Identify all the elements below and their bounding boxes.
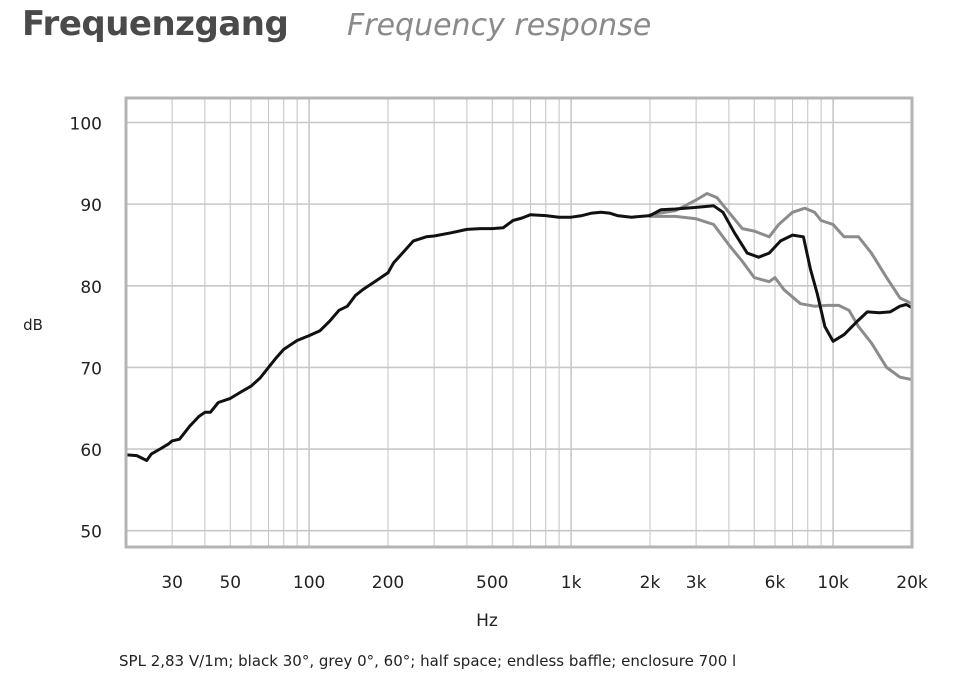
y-tick-labels: 50 60 70 80 90 100: [70, 114, 102, 542]
x-tick-label: 200: [372, 573, 404, 593]
x-tick-label: 10k: [817, 573, 849, 593]
series-lines: [124, 192, 914, 462]
y-tick-label: 50: [80, 523, 102, 543]
x-tick-label: 30: [161, 573, 183, 593]
chart-subtitle: Frequency response: [347, 8, 652, 43]
y-tick-label: 90: [80, 196, 102, 216]
x-tick-label: 50: [219, 573, 241, 593]
y-tick-label: 80: [80, 278, 102, 298]
y-tick-label: 100: [70, 114, 102, 134]
x-tick-label: 1k: [561, 573, 582, 593]
series-line-1: [648, 192, 914, 306]
series-line-2: [648, 214, 914, 382]
x-tick-label: 100: [293, 573, 325, 593]
y-tick-label: 70: [80, 359, 102, 379]
x-tick-label: 2k: [640, 573, 661, 593]
plot-frame: [124, 96, 914, 549]
chart-title: Frequenzgang: [22, 4, 289, 44]
x-tick-label: 20k: [896, 573, 928, 593]
x-tick-label: 6k: [765, 573, 786, 593]
x-tick-label: 500: [476, 573, 508, 593]
measurement-conditions-caption: SPL 2,83 V/1m; black 30°, grey 0°, 60°; …: [119, 652, 737, 670]
x-tick-label: 3k: [686, 573, 707, 593]
y-axis-label: dB: [23, 316, 43, 334]
grid-lines: [126, 98, 912, 547]
series-line-3: [124, 204, 914, 462]
x-tick-labels: 30 50 100 200 500 1k 2k 3k 6k 10k 20k: [161, 573, 928, 593]
plot-background: [126, 98, 912, 547]
x-axis-label: Hz: [476, 611, 498, 631]
y-tick-label: 60: [80, 441, 102, 461]
